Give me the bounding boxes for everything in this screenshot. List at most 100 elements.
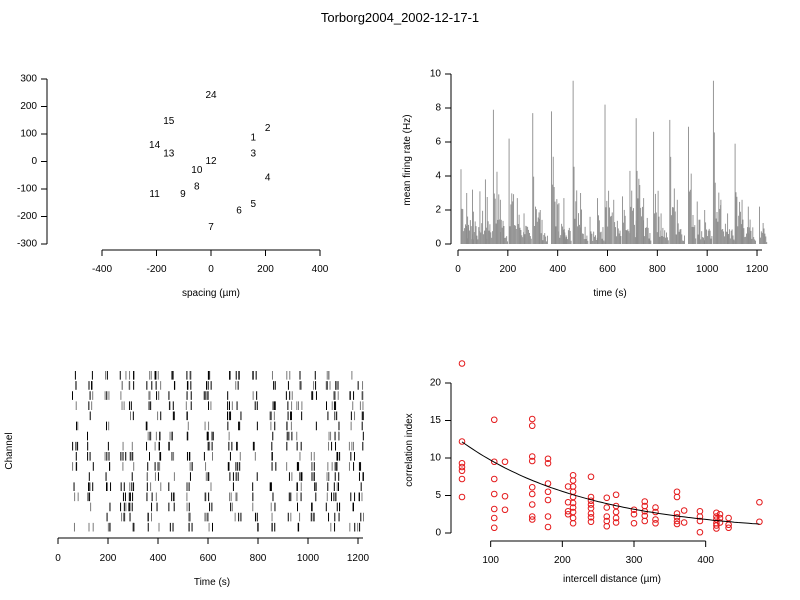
x-tick-label: 200 [554, 555, 571, 566]
electrode-label: 1 [250, 132, 256, 143]
electrode-label: 15 [163, 116, 175, 127]
y-axis-title: Channel [4, 432, 15, 469]
data-point [528, 490, 536, 498]
spike-raster-panel: 0 200 400 600 800 1000 1200 Time (s) Channel [4, 371, 370, 588]
data-point [490, 475, 498, 483]
x-tick-label: 300 [626, 555, 643, 566]
data-point [612, 519, 620, 526]
y-tick-label: 4 [435, 171, 441, 182]
data-point [528, 516, 536, 523]
x-tick-label: 800 [649, 264, 666, 275]
data-point [603, 494, 611, 502]
y-tick-label: -100 [17, 184, 37, 195]
electrode-label: 11 [149, 189, 160, 200]
x-tick-label: 400 [697, 555, 714, 566]
data-point [490, 514, 498, 522]
data-point [652, 504, 659, 511]
data-point [673, 520, 681, 528]
data-point [713, 525, 720, 532]
x-tick-label: 200 [499, 264, 516, 275]
electrode-label: 10 [191, 165, 203, 176]
data-point [612, 491, 620, 499]
x-axis-title: time (s) [593, 288, 626, 299]
y-tick-label: 10 [430, 453, 442, 464]
data-point [458, 475, 466, 483]
data-point [587, 513, 595, 521]
x-tick-label: 600 [200, 553, 217, 564]
electrode-label: 6 [236, 206, 242, 217]
y-tick-label: 20 [430, 378, 442, 389]
electrode-label: 9 [180, 189, 186, 200]
data-point [528, 415, 536, 423]
data-point [490, 490, 498, 498]
data-point [603, 522, 611, 530]
data-point [490, 524, 498, 532]
y-tick-label: 2 [435, 205, 441, 216]
electrode-layout-panel: -400 -200 0 200 400 300 200 100 0 -100 -200 -300 12 3… [17, 74, 329, 299]
y-tick-label: 8 [435, 103, 441, 114]
data-point [544, 513, 552, 520]
data-point [630, 510, 638, 518]
y-tick-label: 100 [20, 129, 37, 140]
x-tick-label: 0 [208, 264, 214, 275]
data-point [528, 422, 536, 430]
data-point [725, 514, 732, 522]
y-tick-label: 300 [20, 74, 37, 85]
figure-title: Torborg2004_2002-12-17-1 [321, 10, 479, 25]
electrode-label: 2 [265, 123, 271, 134]
data-point [458, 467, 466, 475]
electrode-label: 12 [205, 156, 217, 167]
data-point [587, 518, 595, 526]
electrode-label: 13 [163, 148, 175, 159]
y-tick-label: 10 [430, 69, 442, 80]
data-point [716, 519, 724, 526]
data-point [652, 516, 659, 523]
data-point [680, 507, 688, 514]
x-axis-title: Time (s) [194, 577, 230, 588]
electrode-label: 7 [208, 222, 214, 233]
data-point [725, 524, 732, 532]
data-point [544, 496, 552, 504]
y-tick-label: -300 [17, 239, 37, 250]
data-point [458, 463, 466, 471]
data-point [458, 493, 466, 501]
x-tick-label: 1000 [297, 553, 320, 564]
data-point [569, 499, 577, 507]
data-point [544, 459, 552, 467]
y-axis-title: correlation index [404, 413, 415, 486]
fit-curve [461, 441, 760, 525]
data-point [501, 458, 509, 466]
x-axis-title: intercell distance (µm) [563, 574, 661, 585]
data-point [713, 509, 720, 517]
data-point [630, 519, 638, 527]
data-point [587, 473, 595, 481]
data-point [490, 416, 498, 424]
x-tick-label: 1200 [347, 553, 370, 564]
data-point [612, 508, 620, 516]
data-point [544, 523, 552, 531]
data-point [756, 518, 763, 526]
data-point [587, 501, 595, 508]
data-point [458, 360, 466, 367]
data-point [501, 492, 509, 500]
y-tick-label: -200 [17, 211, 37, 222]
y-tick-label: 0 [435, 528, 441, 539]
x-tick-label: 1200 [746, 264, 769, 275]
electrode-label: 8 [194, 181, 200, 192]
y-tick-label: 0 [31, 156, 37, 167]
x-tick-label: 0 [55, 553, 61, 564]
y-tick-label: 15 [430, 415, 442, 426]
data-point [652, 519, 659, 527]
data-point [564, 498, 572, 506]
x-tick-label: 1000 [696, 264, 719, 275]
x-tick-label: 200 [100, 553, 117, 564]
data-point [490, 458, 498, 466]
data-point [680, 519, 688, 526]
data-point [569, 504, 577, 511]
data-point [673, 513, 681, 521]
firing-rate-panel: 0 200 400 600 800 1000 1200 0 2 4 6 8 10 time (s) mean… [402, 69, 769, 299]
y-tick-label: 0 [435, 239, 441, 250]
data-point [716, 510, 724, 518]
x-tick-label: 800 [250, 553, 267, 564]
